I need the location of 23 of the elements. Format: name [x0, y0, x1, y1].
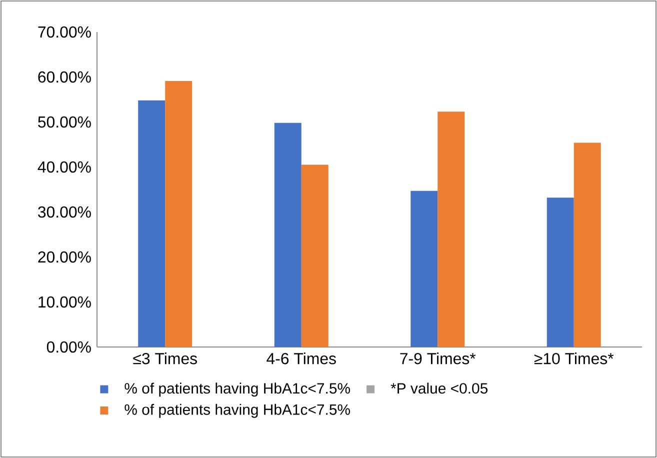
- x-tick-label: ≥10 Times*: [534, 352, 614, 364]
- y-tick-label: 30.00%: [38, 206, 91, 218]
- legend-label: *P value <0.05: [390, 382, 488, 394]
- y-tick-label: 60.00%: [38, 71, 91, 83]
- bar: [138, 100, 166, 347]
- bar: [546, 198, 574, 347]
- bar: [574, 142, 601, 347]
- y-tick-label: 10.00%: [38, 296, 91, 308]
- legend-label: % of patients having HbA1c<7.5%: [124, 404, 350, 418]
- x-tick-label: 4-6 Times: [266, 352, 336, 364]
- bar: [274, 122, 302, 347]
- x-tick-label: 7-9 Times*: [400, 352, 476, 364]
- bar: [301, 164, 328, 347]
- y-tick-label: 20.00%: [38, 251, 91, 263]
- y-tick-label: 50.00%: [38, 116, 91, 128]
- y-tick-label: 0.00%: [46, 341, 91, 353]
- y-tick-label: 70.00%: [38, 26, 91, 38]
- bar: [410, 190, 438, 347]
- legend-label: % of patients having HbA1c<7.5%: [124, 382, 350, 397]
- bar: [165, 81, 192, 347]
- y-tick-label: 40.00%: [38, 161, 91, 173]
- bar: [438, 112, 465, 347]
- x-tick-label: ≤3 Times: [133, 352, 197, 364]
